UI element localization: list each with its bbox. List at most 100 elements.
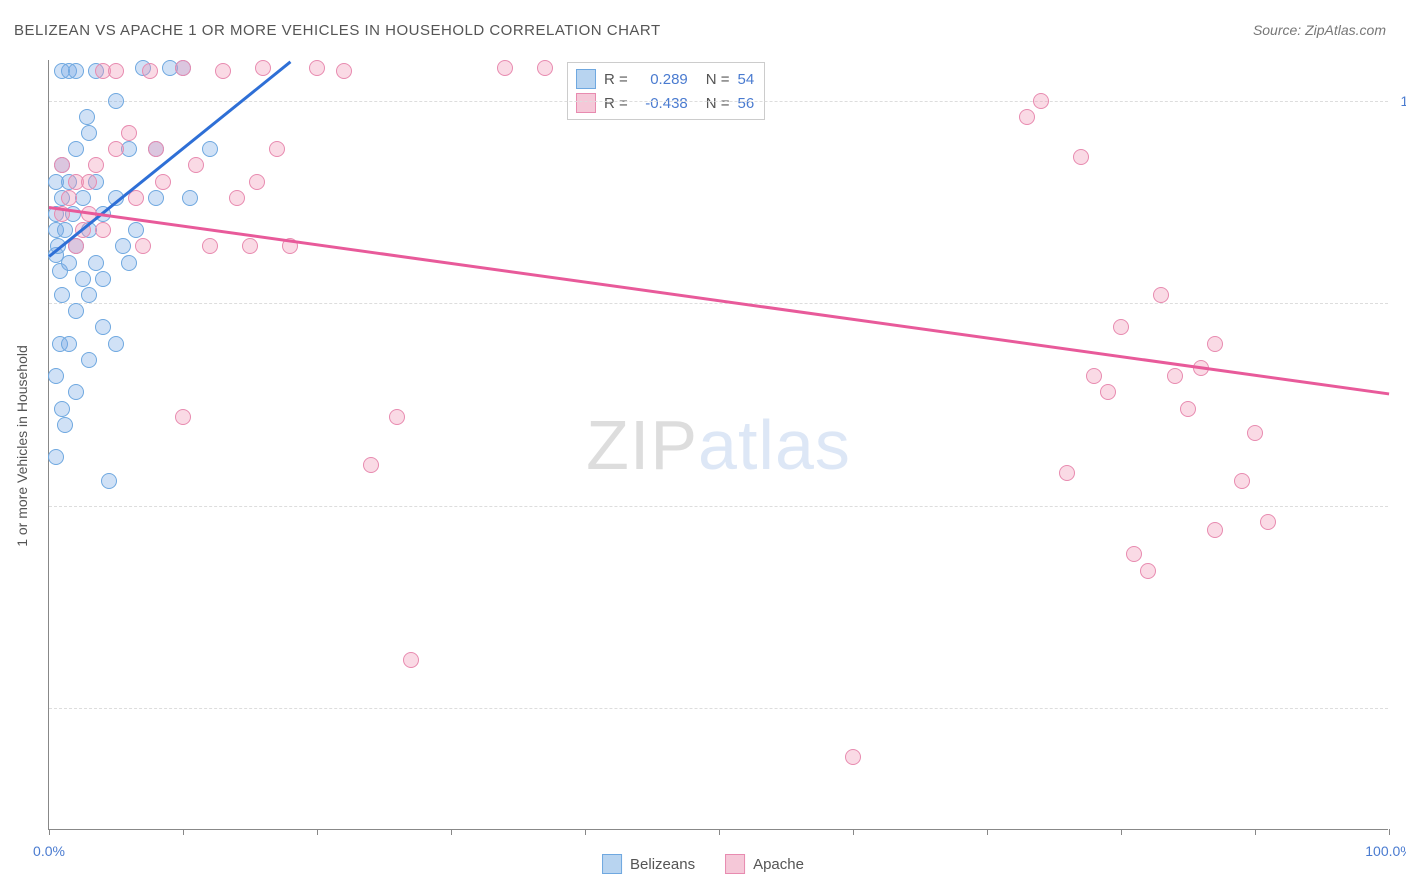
x-tick <box>987 829 988 835</box>
stats-legend: R =0.289N =54R =-0.438N =56 <box>567 62 765 120</box>
scatter-point <box>101 473 117 489</box>
bottom-legend: Belizeans Apache <box>602 854 804 874</box>
source-attribution: Source: ZipAtlas.com <box>1253 22 1386 38</box>
scatter-point <box>142 63 158 79</box>
scatter-point <box>54 401 70 417</box>
scatter-point <box>202 141 218 157</box>
scatter-point <box>336 63 352 79</box>
watermark: ZIPatlas <box>586 405 851 485</box>
scatter-point <box>135 238 151 254</box>
scatter-point <box>108 141 124 157</box>
scatter-point <box>1019 109 1035 125</box>
stats-legend-row: R =0.289N =54 <box>576 67 754 91</box>
scatter-point <box>1247 425 1263 441</box>
bottom-legend-item: Apache <box>725 854 804 874</box>
legend-swatch <box>725 854 745 874</box>
scatter-point <box>363 457 379 473</box>
scatter-point <box>115 238 131 254</box>
scatter-point <box>188 157 204 173</box>
y-axis-label: 1 or more Vehicles in Household <box>14 345 30 547</box>
scatter-point <box>403 652 419 668</box>
gridline <box>49 303 1388 304</box>
scatter-point <box>845 749 861 765</box>
scatter-point <box>57 417 73 433</box>
scatter-point <box>75 271 91 287</box>
scatter-point <box>1260 514 1276 530</box>
scatter-point <box>1086 368 1102 384</box>
scatter-point <box>1140 563 1156 579</box>
scatter-point <box>1180 401 1196 417</box>
n-label: N = <box>706 95 730 112</box>
scatter-point <box>1113 319 1129 335</box>
scatter-point <box>1207 522 1223 538</box>
scatter-point <box>148 141 164 157</box>
plot-area: ZIPatlas R =0.289N =54R =-0.438N =56 62.… <box>48 60 1388 830</box>
r-label: R = <box>604 95 628 112</box>
scatter-point <box>108 336 124 352</box>
scatter-point <box>108 93 124 109</box>
x-tick <box>451 829 452 835</box>
scatter-point <box>88 255 104 271</box>
scatter-point <box>61 190 77 206</box>
scatter-point <box>1059 465 1075 481</box>
x-tick <box>719 829 720 835</box>
n-value: 56 <box>738 95 755 112</box>
scatter-point <box>68 141 84 157</box>
scatter-point <box>81 174 97 190</box>
scatter-point <box>81 125 97 141</box>
x-tick <box>585 829 586 835</box>
scatter-point <box>175 409 191 425</box>
legend-swatch <box>602 854 622 874</box>
x-tick <box>853 829 854 835</box>
y-tick-label: 87.5% <box>1393 295 1406 311</box>
scatter-point <box>81 352 97 368</box>
scatter-point <box>54 287 70 303</box>
x-tick <box>49 829 50 835</box>
scatter-point <box>202 238 218 254</box>
scatter-point <box>1207 336 1223 352</box>
scatter-point <box>68 303 84 319</box>
bottom-legend-item: Belizeans <box>602 854 695 874</box>
scatter-point <box>1167 368 1183 384</box>
legend-swatch <box>576 93 596 113</box>
y-tick-label: 75.0% <box>1393 498 1406 514</box>
scatter-point <box>148 190 164 206</box>
legend-label: Belizeans <box>630 856 695 873</box>
scatter-point <box>88 157 104 173</box>
x-tick <box>183 829 184 835</box>
scatter-point <box>128 222 144 238</box>
trend-line <box>49 206 1389 395</box>
scatter-point <box>389 409 405 425</box>
scatter-point <box>1234 473 1250 489</box>
x-tick-label: 0.0% <box>33 843 65 859</box>
scatter-point <box>537 60 553 76</box>
n-value: 54 <box>738 71 755 88</box>
legend-swatch <box>576 69 596 89</box>
scatter-point <box>269 141 285 157</box>
scatter-point <box>1153 287 1169 303</box>
scatter-point <box>108 63 124 79</box>
x-tick <box>1389 829 1390 835</box>
scatter-point <box>95 271 111 287</box>
stats-legend-row: R =-0.438N =56 <box>576 91 754 115</box>
gridline <box>49 101 1388 102</box>
scatter-point <box>215 63 231 79</box>
scatter-point <box>182 190 198 206</box>
scatter-point <box>121 255 137 271</box>
scatter-point <box>128 190 144 206</box>
scatter-point <box>68 238 84 254</box>
gridline <box>49 506 1388 507</box>
scatter-point <box>175 60 191 76</box>
chart-title: BELIZEAN VS APACHE 1 OR MORE VEHICLES IN… <box>14 22 661 39</box>
x-tick <box>1255 829 1256 835</box>
r-value: 0.289 <box>636 71 688 88</box>
scatter-point <box>155 174 171 190</box>
trend-line <box>48 60 291 256</box>
scatter-point <box>68 63 84 79</box>
scatter-point <box>229 190 245 206</box>
scatter-point <box>1126 546 1142 562</box>
scatter-point <box>61 255 77 271</box>
x-tick <box>317 829 318 835</box>
scatter-point <box>1073 149 1089 165</box>
scatter-point <box>79 109 95 125</box>
